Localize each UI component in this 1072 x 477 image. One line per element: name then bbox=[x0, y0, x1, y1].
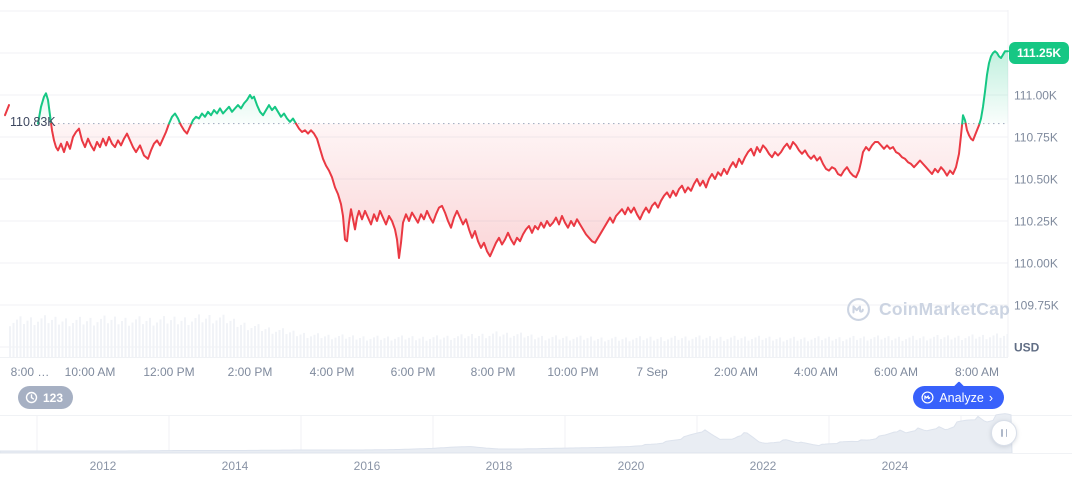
svg-text:110.25K: 110.25K bbox=[1014, 215, 1058, 229]
range-slider-handle[interactable] bbox=[991, 420, 1017, 446]
year-label: 2018 bbox=[485, 459, 513, 473]
time-label: 7 Sep bbox=[636, 365, 668, 379]
chevron-right-icon: › bbox=[988, 390, 993, 405]
analyze-button[interactable]: Analyze › bbox=[913, 386, 1004, 409]
y-axis-labels: 111.00K 110.75K 110.50K 110.25K 110.00K 109.7… bbox=[1014, 89, 1059, 355]
time-label: 2:00 AM bbox=[713, 365, 759, 379]
time-label: 8:00 AM bbox=[954, 365, 1000, 379]
year-label: 2016 bbox=[353, 459, 381, 473]
svg-text:110.50K: 110.50K bbox=[1014, 173, 1058, 187]
time-label: 8:00 … bbox=[10, 365, 50, 379]
year-label: 2024 bbox=[881, 459, 909, 473]
watermark-text: CoinMarketCap bbox=[879, 299, 1010, 319]
price-chart[interactable]: 111.00K 110.75K 110.50K 110.25K 110.00K 109.7… bbox=[0, 0, 1072, 360]
svg-text:110.00K: 110.00K bbox=[1014, 257, 1058, 271]
year-label: 2012 bbox=[89, 459, 117, 473]
svg-text:109.75K: 109.75K bbox=[1014, 299, 1059, 313]
baseline-price-label: 110.83K bbox=[10, 115, 56, 130]
timeline-minimap[interactable] bbox=[0, 411, 1072, 457]
coinmarketcap-logo-icon bbox=[847, 298, 870, 321]
year-label: 2014 bbox=[221, 459, 249, 473]
time-label: 4:00 PM bbox=[309, 365, 355, 379]
time-label: 2:00 PM bbox=[227, 365, 273, 379]
volume-bars bbox=[9, 314, 1009, 357]
time-label: 6:00 PM bbox=[390, 365, 436, 379]
time-label: 10:00 AM bbox=[64, 365, 116, 379]
time-label: 4:00 AM bbox=[793, 365, 839, 379]
time-label: 12:00 PM bbox=[143, 365, 195, 379]
history-count-badge[interactable]: 123 bbox=[18, 386, 74, 409]
time-label: 10:00 PM bbox=[547, 365, 599, 379]
watermark: CoinMarketCap bbox=[846, 297, 1010, 322]
history-clock-icon bbox=[25, 391, 38, 404]
year-label: 2020 bbox=[617, 459, 645, 473]
analyze-label: Analyze bbox=[939, 390, 984, 405]
price-line bbox=[4, 50, 1009, 259]
svg-text:110.75K: 110.75K bbox=[1014, 131, 1058, 145]
coinmarketcap-logo-icon bbox=[921, 391, 934, 404]
time-label: 8:00 PM bbox=[470, 365, 516, 379]
history-count: 123 bbox=[43, 390, 64, 405]
current-price-badge: 111.25K bbox=[1009, 42, 1070, 64]
time-label: 6:00 AM bbox=[873, 365, 919, 379]
year-label: 2022 bbox=[749, 459, 777, 473]
svg-text:USD: USD bbox=[1014, 341, 1040, 355]
svg-text:111.00K: 111.00K bbox=[1014, 89, 1057, 103]
